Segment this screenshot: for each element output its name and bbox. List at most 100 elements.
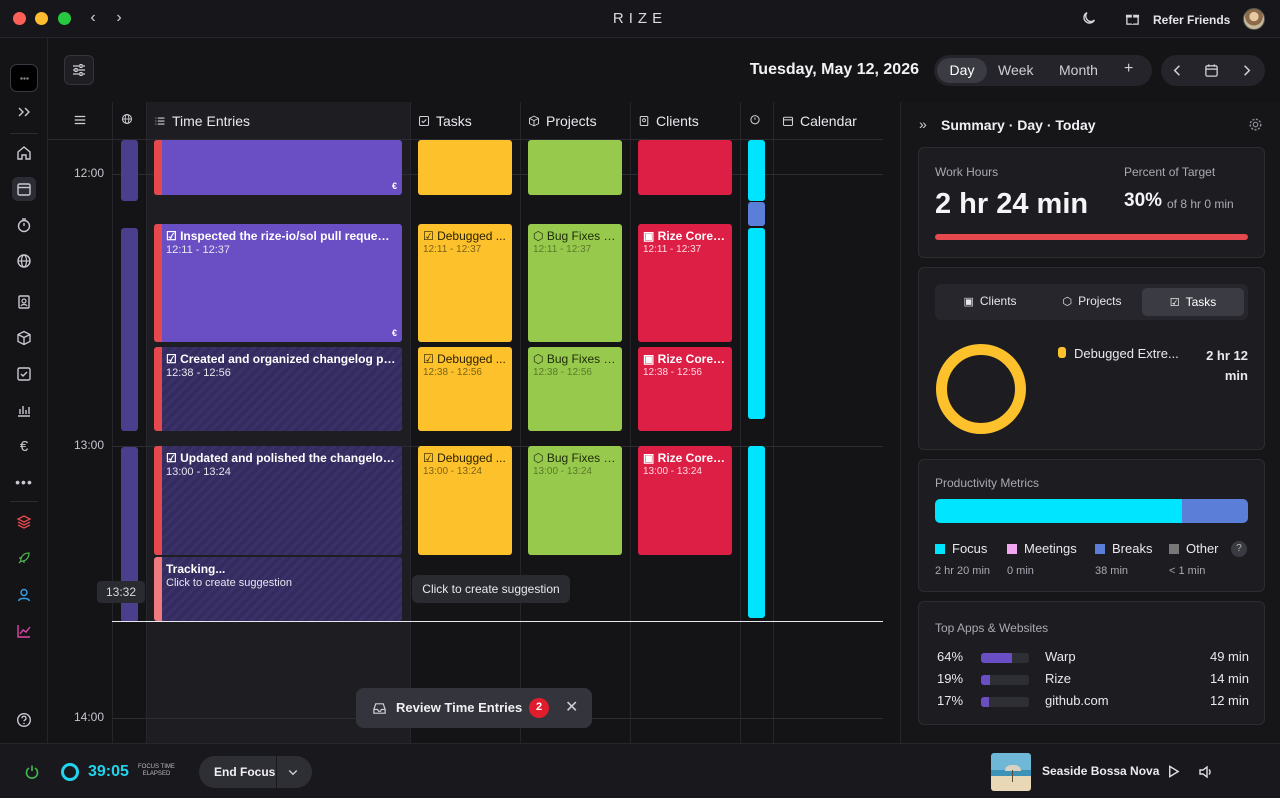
date-picker-calendar-icon[interactable] — [1204, 63, 1219, 78]
column-focus-timer[interactable] — [749, 113, 761, 125]
app-time: 14 min — [1209, 671, 1249, 686]
billable-euro-icon: € — [391, 181, 397, 191]
view-month-tab[interactable]: Month — [1059, 62, 1098, 78]
column-tasks[interactable]: Tasks — [418, 113, 472, 129]
activity-bar[interactable] — [121, 228, 138, 431]
close-icon[interactable]: ✕ — [565, 699, 579, 716]
tracking-title: Tracking... — [166, 562, 226, 576]
title-bar: ‹ › RIZE Refer Friends — [0, 0, 1280, 38]
hour-label: 14:00 — [73, 710, 104, 724]
next-day-icon[interactable] — [1239, 63, 1254, 78]
volume-icon[interactable] — [1198, 764, 1214, 780]
current-time-line — [112, 621, 883, 622]
app-row[interactable]: 17% github.com 12 min — [919, 693, 1266, 711]
time-entry-title: ☑ Created and organized changelog posts … — [166, 352, 396, 366]
task-block[interactable]: ☑ Debugged ... 12:11 - 12:37 — [418, 224, 512, 342]
billing-euro-icon[interactable]: € — [19, 437, 29, 455]
tasks-checkbox-icon[interactable] — [12, 362, 36, 386]
task-block[interactable] — [418, 140, 512, 195]
help-icon[interactable] — [12, 708, 36, 732]
productivity-segment-breaks[interactable] — [1182, 499, 1248, 523]
power-icon[interactable] — [24, 764, 40, 780]
app-row[interactable]: 64% Warp 49 min — [919, 649, 1266, 667]
productivity-segment-focus[interactable] — [935, 499, 1183, 523]
minimize-window-button[interactable] — [35, 12, 48, 25]
back-arrow-icon[interactable]: ‹ — [90, 9, 96, 26]
client-block[interactable]: ▣ Rize Core S... 13:00 - 13:24 — [638, 446, 732, 555]
rocket-icon[interactable] — [12, 546, 36, 570]
task-block[interactable]: ☑ Debugged ... 12:38 - 12:56 — [418, 347, 512, 431]
tab-tasks[interactable]: ☑ Tasks — [1142, 288, 1244, 316]
column-clients[interactable]: Clients — [638, 113, 699, 129]
project-block[interactable] — [528, 140, 622, 195]
close-window-button[interactable] — [13, 12, 26, 25]
meetings-value: 0 min — [1007, 565, 1034, 577]
layers-icon[interactable] — [12, 510, 36, 534]
column-time-entries[interactable]: Time Entries — [154, 113, 250, 129]
tab-clients[interactable]: ▣ Clients — [963, 294, 1017, 308]
review-count-badge: 2 — [529, 698, 549, 718]
globe-icon[interactable] — [12, 249, 36, 273]
tracking-entry[interactable]: Tracking... Click to create suggestion — [154, 557, 402, 621]
work-hours-card: Work Hours 2 hr 24 min Percent of Target… — [918, 147, 1265, 258]
app-usage-fill — [981, 675, 991, 685]
refer-friends-link[interactable]: Refer Friends — [1153, 13, 1231, 27]
column-calendar[interactable]: Calendar — [782, 113, 857, 129]
productivity-bar[interactable] — [935, 499, 1248, 523]
home-icon[interactable] — [12, 141, 36, 165]
client-block[interactable]: ▣ Rize Core S... 12:38 - 12:56 — [638, 347, 732, 431]
time-entry[interactable]: ☑ Updated and polished the changelog for… — [154, 446, 402, 555]
view-day-tab[interactable]: Day — [937, 58, 987, 83]
expand-sidebar-icon[interactable] — [12, 100, 36, 124]
add-view-button[interactable]: + — [1124, 60, 1134, 77]
project-block[interactable]: ⬡ Bug Fixes &... 12:11 - 12:37 — [528, 224, 622, 342]
focus-bar[interactable] — [748, 228, 765, 419]
project-block[interactable]: ⬡ Bug Fixes &... 12:38 - 12:56 — [528, 347, 622, 431]
collapse-menu-icon[interactable] — [73, 113, 87, 127]
project-block[interactable]: ⬡ Bug Fixes &... 13:00 - 13:24 — [528, 446, 622, 555]
zoom-window-button[interactable] — [58, 12, 71, 25]
filter-settings-button[interactable] — [64, 55, 94, 85]
dark-mode-moon-icon[interactable] — [1081, 10, 1097, 26]
more-options-icon[interactable]: ••• — [15, 474, 33, 490]
workspace-logo[interactable] — [10, 64, 38, 92]
clients-icon[interactable] — [12, 290, 36, 314]
tab-projects[interactable]: ⬡ Projects — [1062, 294, 1122, 308]
view-week-tab[interactable]: Week — [998, 62, 1034, 78]
user-icon[interactable] — [12, 583, 36, 607]
tasks-donut-chart[interactable] — [936, 344, 1026, 434]
gear-icon[interactable] — [1248, 117, 1263, 132]
forward-arrow-icon[interactable]: › — [116, 9, 122, 26]
break-bar[interactable] — [748, 202, 765, 226]
time-entry[interactable]: ☑ Created and organized changelog posts … — [154, 347, 402, 431]
gift-icon[interactable] — [1125, 11, 1140, 26]
play-icon[interactable] — [1166, 764, 1181, 779]
app-usage-bar — [981, 697, 1029, 707]
help-icon[interactable]: ? — [1231, 541, 1247, 557]
projects-cube-icon[interactable] — [12, 326, 36, 350]
collapse-panel-icon[interactable]: » — [919, 116, 927, 132]
album-art[interactable] — [991, 753, 1031, 791]
client-block[interactable] — [638, 140, 732, 195]
previous-day-icon[interactable] — [1170, 63, 1185, 78]
column-projects[interactable]: Projects — [528, 113, 597, 129]
app-row[interactable]: 19% Rize 14 min — [919, 671, 1266, 689]
trend-chart-icon[interactable] — [12, 619, 36, 643]
timer-icon[interactable] — [12, 213, 36, 237]
task-block[interactable]: ☑ Debugged ... 13:00 - 13:24 — [418, 446, 512, 555]
time-entry[interactable]: ☑ Inspected the rize-io/sol pull request… — [154, 224, 402, 342]
review-time-entries-button[interactable]: Review Time Entries 2 ✕ — [356, 688, 592, 728]
chevron-down-icon[interactable] — [287, 766, 299, 778]
user-avatar[interactable] — [1243, 8, 1265, 30]
focus-bar[interactable] — [748, 140, 765, 201]
focus-bar[interactable] — [748, 446, 765, 618]
calendar-icon[interactable] — [12, 177, 36, 201]
timezone-globe-icon[interactable] — [121, 113, 133, 125]
client-block[interactable]: ▣ Rize Core S... 12:11 - 12:37 — [638, 224, 732, 342]
time-entry[interactable]: € — [154, 140, 402, 195]
activity-bar[interactable] — [121, 447, 138, 622]
activity-bar[interactable] — [121, 140, 138, 201]
reports-bar-chart-icon[interactable] — [12, 398, 36, 422]
end-focus-button[interactable]: End Focus — [199, 756, 312, 788]
bottom-bar: 39:05 FOCUS TIME ELAPSED End Focus Seasid… — [0, 743, 1280, 798]
